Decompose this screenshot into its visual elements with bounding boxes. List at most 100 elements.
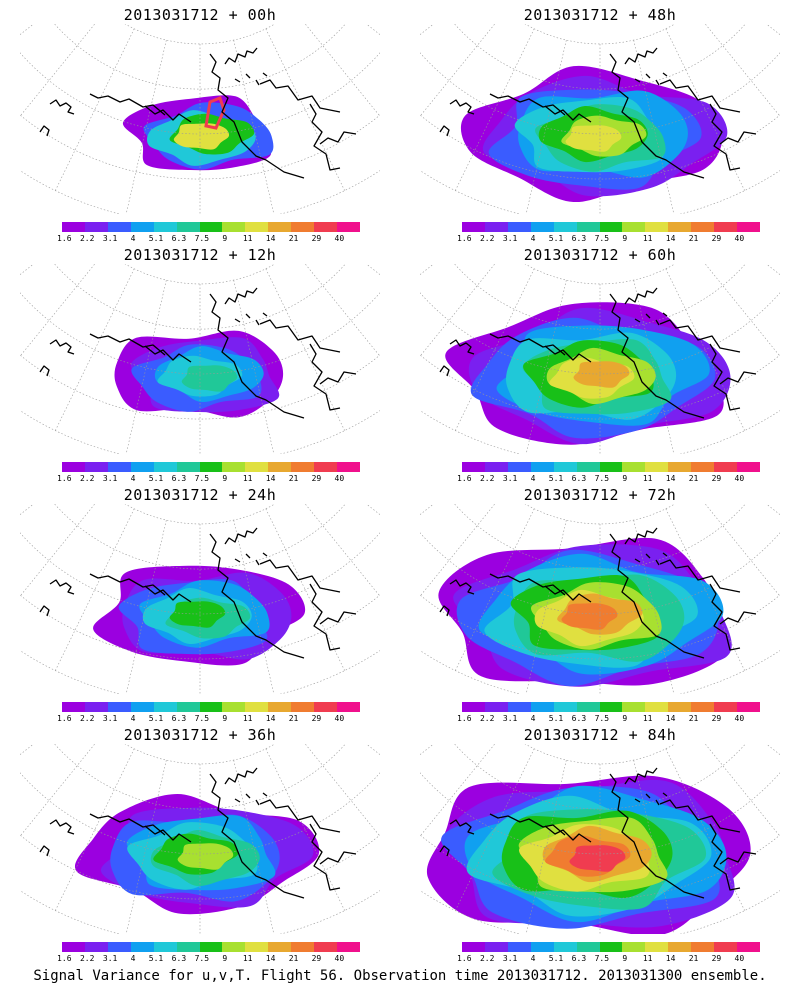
- latitude-circle: [20, 834, 380, 900]
- forecast-map: [420, 24, 780, 214]
- coastline: [144, 345, 192, 363]
- colorbar-labels: 1.6 2.2 3.1 4 5.1 6.3 7.5 9 11 14 21 29 40: [57, 474, 360, 484]
- colorbar-tick-label: 14: [265, 954, 276, 963]
- coastline: [659, 559, 741, 593]
- colorbar-labels: 1.6 2.2 3.1 4 5.1 6.3 7.5 9 11 14 21 29 40: [57, 234, 360, 244]
- forecast-map: [20, 264, 380, 454]
- variance-field: [114, 330, 284, 418]
- colorbar-segment: [530, 702, 554, 712]
- colorbar-tick-label: 5.1: [548, 714, 564, 723]
- colorbar-segment: [291, 942, 315, 952]
- coastline: [224, 527, 258, 545]
- colorbar-tick-label: 29: [711, 234, 722, 243]
- coastline: [39, 125, 50, 137]
- colorbar: [62, 462, 360, 472]
- colorbar-segment: [62, 942, 85, 952]
- colorbar-tick-label: 2.2: [79, 714, 95, 723]
- colorbar-segment: [337, 942, 360, 952]
- colorbar-tick-label: 21: [288, 954, 299, 963]
- colorbar-tick-label: 11: [242, 234, 253, 243]
- colorbar-tick-label: 1.6: [457, 474, 472, 483]
- colorbar-tick-label: 6.3: [171, 714, 187, 723]
- colorbar-segment: [622, 222, 646, 232]
- latitude-circle: [420, 772, 780, 855]
- colorbar-tick-label: 6.3: [571, 954, 587, 963]
- forecast-map: [420, 264, 780, 454]
- latitude-circle: [20, 52, 380, 135]
- forecast-map: [420, 744, 780, 934]
- colorbar-tick-label: 7.5: [194, 474, 210, 483]
- colorbar-segment: [576, 702, 600, 712]
- colorbar-segment: [462, 942, 485, 952]
- contour-region: [573, 361, 630, 388]
- colorbar-tick-label: 9: [222, 234, 228, 243]
- variance-field: [426, 775, 751, 934]
- colorbar-segment: [337, 462, 360, 472]
- colorbar-tick-label: 7.5: [194, 954, 210, 963]
- forecast-map: [20, 504, 380, 694]
- coastlines: [39, 767, 357, 899]
- colorbar: [62, 942, 360, 952]
- latitude-circle: [20, 114, 380, 180]
- coastline: [719, 611, 757, 625]
- coastline: [209, 533, 305, 659]
- colorbar-segment: [484, 222, 508, 232]
- coastline: [439, 845, 450, 857]
- colorbar-segment: [645, 462, 669, 472]
- latitude-circle: [124, 264, 276, 285]
- colorbar: [462, 462, 760, 472]
- colorbar-segment: [737, 942, 760, 952]
- colorbar-tick-label: 40: [734, 474, 745, 483]
- colorbar-segment: [245, 222, 269, 232]
- colorbar-segment: [691, 702, 715, 712]
- coastline: [319, 851, 357, 865]
- colorbar-segment: [130, 462, 154, 472]
- meridian-line: [765, 744, 780, 756]
- meridian-line: [20, 264, 35, 276]
- colorbar-segment: [84, 942, 108, 952]
- colorbar-tick-label: 14: [665, 954, 676, 963]
- graticule: [20, 264, 380, 454]
- forecast-map: [20, 744, 380, 934]
- variance-field: [445, 302, 731, 445]
- coastline: [449, 579, 475, 595]
- meridian-line: [765, 264, 780, 276]
- colorbar-tick-label: 5.1: [548, 234, 564, 243]
- colorbar-segment: [714, 222, 738, 232]
- colorbar-segment: [599, 942, 623, 952]
- colorbar-tick-label: 40: [334, 714, 345, 723]
- coastline: [39, 605, 50, 617]
- colorbar-segment: [199, 222, 223, 232]
- coastline: [259, 559, 341, 593]
- latitude-circle: [524, 744, 676, 765]
- meridian-line: [20, 264, 96, 357]
- colorbar-segment: [337, 702, 360, 712]
- colorbar-segment: [222, 222, 246, 232]
- coastline: [144, 105, 192, 123]
- latitude-circle: [20, 354, 380, 420]
- colorbar-tick-label: 2.2: [79, 474, 95, 483]
- coastline: [319, 371, 357, 385]
- colorbar-segment: [222, 942, 246, 952]
- colorbar-tick-label: 14: [665, 234, 676, 243]
- colorbar-tick-label: 7.5: [594, 474, 610, 483]
- coastline: [449, 99, 475, 115]
- coastline: [449, 819, 475, 835]
- meridian-line: [365, 744, 380, 756]
- colorbar-tick-label: 11: [642, 234, 653, 243]
- coastline: [489, 573, 566, 596]
- coastline: [659, 79, 741, 113]
- colorbar-tick-label: 11: [642, 474, 653, 483]
- colorbar-segment: [668, 462, 692, 472]
- colorbar-segment: [484, 462, 508, 472]
- coastline: [234, 312, 268, 326]
- coastline: [39, 845, 50, 857]
- meridian-line: [365, 264, 380, 276]
- colorbar-segment: [691, 222, 715, 232]
- coastline: [224, 47, 258, 65]
- latitude-circle: [420, 594, 780, 660]
- coastline: [234, 72, 268, 86]
- colorbar-tick-label: 1.6: [57, 954, 72, 963]
- meridian-line: [765, 504, 780, 516]
- colorbar-segment: [291, 702, 315, 712]
